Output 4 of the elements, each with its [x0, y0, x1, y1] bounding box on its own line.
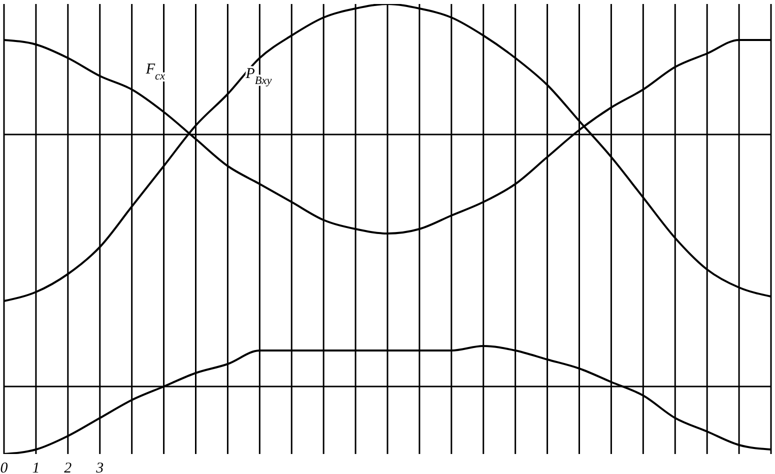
x-tick-label: 0 — [0, 460, 8, 474]
x-tick-label: 3 — [95, 460, 104, 474]
x-tick-label: 1 — [32, 460, 40, 474]
x-tick-label: 2 — [64, 460, 72, 474]
